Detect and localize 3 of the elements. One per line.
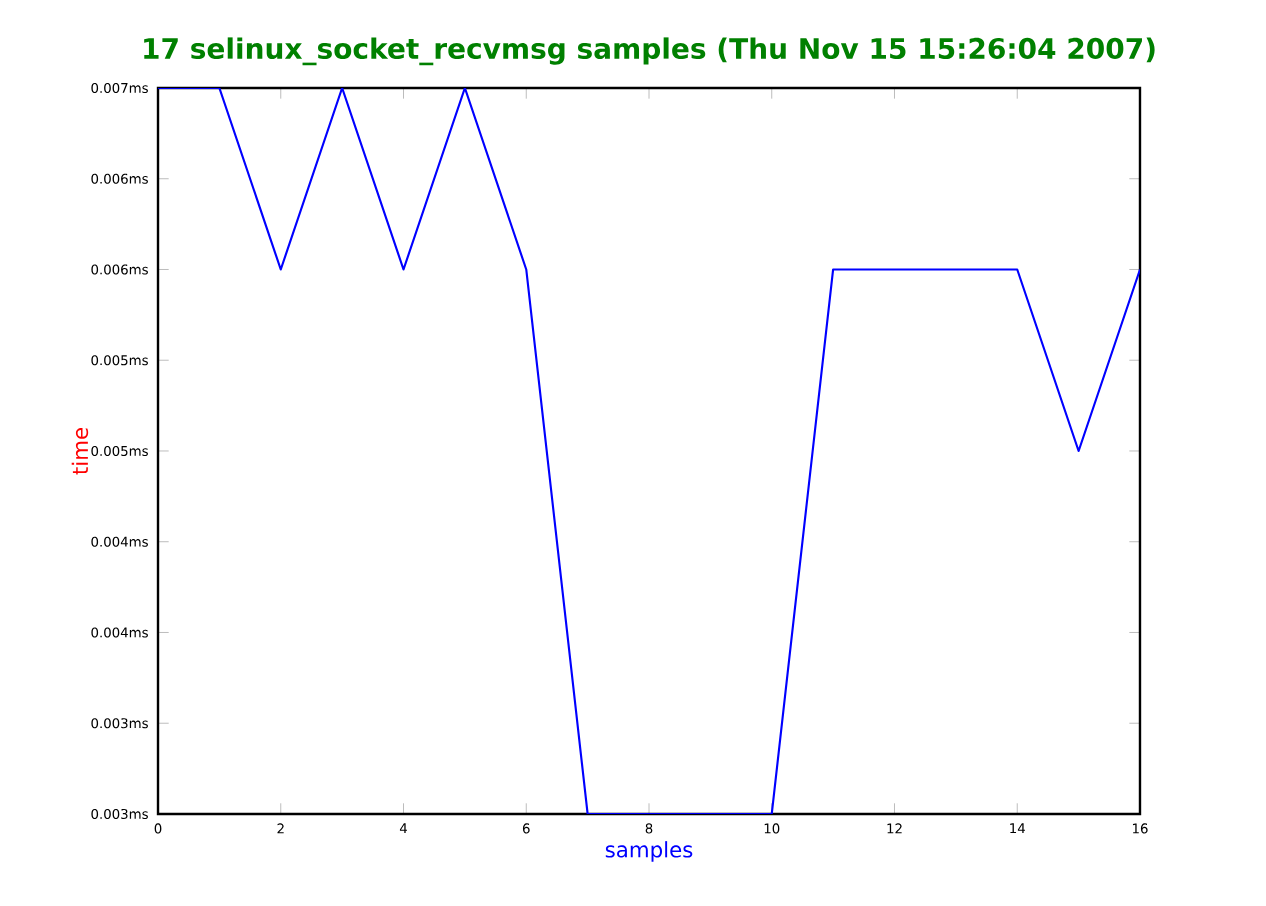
x-axis-title: samples	[605, 841, 693, 862]
y-axis-title: time	[71, 428, 89, 475]
chart-title: 17 selinux_socket_recvmsg samples (Thu Nov 15 15:26:04 2007)	[144, 37, 1155, 66]
